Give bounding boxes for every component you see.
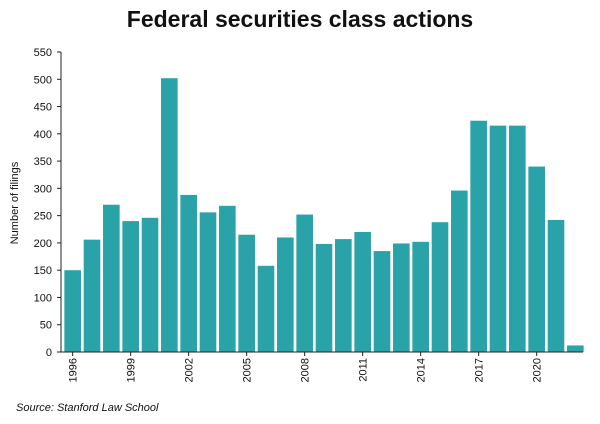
bar-2008 bbox=[296, 214, 313, 352]
bar-2010 bbox=[335, 239, 352, 352]
bar-2009 bbox=[315, 244, 333, 352]
x-tick-label: 2002 bbox=[184, 358, 196, 382]
bar-2011 bbox=[354, 232, 371, 352]
bar-2005 bbox=[238, 234, 255, 352]
chart-title: Federal securities class actions bbox=[126, 6, 474, 32]
x-axis: 1996 1999 2002 2005 2008 2011 2014 2017 2020 bbox=[61, 351, 583, 382]
y-tick-label: 300 bbox=[34, 183, 52, 195]
bar-2018 bbox=[489, 125, 507, 353]
bar-2003 bbox=[199, 212, 217, 352]
bars bbox=[64, 78, 584, 353]
bar-2020 bbox=[528, 166, 545, 352]
bar-2000 bbox=[141, 217, 159, 352]
bar-1997 bbox=[83, 239, 101, 352]
x-tick-label: 2011 bbox=[358, 358, 370, 382]
y-tick-label: 250 bbox=[34, 211, 52, 223]
y-tick-label: 100 bbox=[34, 292, 52, 304]
bar-2021 bbox=[547, 220, 565, 352]
bar-2004 bbox=[219, 205, 236, 352]
y-axis-label: Number of filings bbox=[9, 161, 21, 244]
y-tick-label: 450 bbox=[34, 102, 52, 114]
y-tick-label: 500 bbox=[34, 74, 52, 86]
bar-2012 bbox=[373, 251, 391, 352]
source-note: Source: Stanford Law School bbox=[16, 402, 159, 414]
bar-2019 bbox=[509, 125, 526, 353]
bar-2006 bbox=[257, 265, 275, 352]
x-tick-label: 2008 bbox=[300, 358, 312, 382]
x-tick-label: 1999 bbox=[126, 358, 138, 382]
x-tick-label: 2017 bbox=[474, 358, 486, 382]
y-tick-label: 150 bbox=[34, 265, 52, 277]
y-tick-label: 0 bbox=[46, 347, 52, 359]
y-tick-label: 550 bbox=[34, 47, 52, 59]
y-tick-label: 50 bbox=[40, 320, 52, 332]
x-tick-label: 2014 bbox=[416, 358, 428, 382]
bar-2017 bbox=[470, 120, 487, 353]
bar-2007 bbox=[277, 237, 294, 352]
bar-1996 bbox=[64, 270, 81, 352]
x-tick-label: 1996 bbox=[68, 358, 80, 382]
bar-1998 bbox=[103, 204, 120, 352]
y-tick-label: 350 bbox=[34, 156, 52, 168]
x-tick-label: 2020 bbox=[532, 358, 544, 382]
bar-2016 bbox=[451, 190, 468, 352]
bar-2001 bbox=[161, 78, 178, 352]
y-tick-label: 400 bbox=[34, 129, 52, 141]
bar-2015 bbox=[431, 222, 449, 352]
bar-2002 bbox=[180, 194, 197, 352]
bar-2022 bbox=[567, 345, 584, 352]
bar-2013 bbox=[393, 243, 410, 352]
y-axis: 0 50 100 150 200 250 300 350 400 450 500 550 bbox=[34, 47, 62, 359]
y-tick-label: 200 bbox=[34, 238, 52, 250]
bar-2014 bbox=[412, 241, 429, 352]
x-tick-label: 2005 bbox=[242, 358, 254, 382]
bar-1999 bbox=[122, 221, 139, 352]
